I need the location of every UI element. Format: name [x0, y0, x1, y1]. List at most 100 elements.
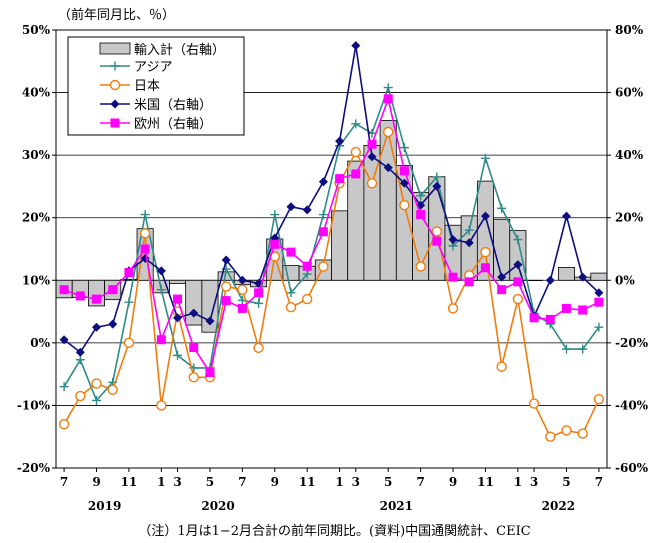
diamond-marker [448, 235, 458, 245]
diamond-marker [189, 308, 199, 318]
circle-marker [496, 361, 507, 372]
left-tick-label: 20% [22, 211, 51, 225]
circle-marker [431, 226, 443, 237]
legend-label: 日本 [134, 79, 160, 94]
legend-label: 輸入計（右軸） [134, 42, 225, 58]
circle-marker [91, 378, 102, 389]
right-tick-label: 60% [615, 86, 644, 100]
diamond-marker [545, 275, 555, 285]
left-tick-label: -20% [17, 461, 51, 475]
circle-marker [528, 398, 540, 409]
diamond-marker [561, 211, 571, 221]
diamond-marker [399, 178, 409, 188]
circle-marker [285, 301, 297, 313]
legend-label: 米国（右軸） [134, 98, 212, 113]
diamond-marker [221, 255, 231, 265]
plus-marker [416, 191, 426, 201]
circle-marker [545, 431, 556, 442]
diamond-marker [464, 238, 474, 248]
x-tick-label: 5 [384, 475, 392, 489]
square-marker [480, 263, 490, 273]
legend-label: 欧州（右軸） [134, 117, 212, 132]
series-square [59, 94, 604, 378]
left-tick-label: -10% [17, 398, 51, 412]
circle-marker [139, 228, 151, 239]
circle-marker [415, 261, 426, 272]
square-marker [124, 267, 134, 277]
diamond-marker [480, 211, 490, 221]
circle-marker [512, 293, 524, 305]
circle-marker [593, 393, 605, 405]
square-marker [318, 227, 328, 237]
square-marker [383, 94, 393, 104]
import-bar [379, 120, 397, 281]
plus-marker [92, 395, 102, 405]
x-tick-label: 9 [92, 475, 100, 489]
square-marker [205, 368, 215, 378]
x-tick-label: 9 [449, 475, 457, 489]
square-marker [237, 303, 247, 313]
circle-marker [577, 428, 588, 439]
circle-marker [253, 342, 264, 354]
plot-frame [55, 29, 608, 469]
square-marker [351, 169, 361, 179]
x-tick-label: 5 [206, 475, 214, 489]
unit-label: （前年同月比、％） [58, 8, 176, 23]
diamond-marker [59, 335, 69, 345]
right-tick-label: 80% [615, 23, 644, 37]
import-bar [557, 267, 575, 281]
diamond-marker [497, 272, 507, 282]
x-tick-label: 11 [477, 475, 494, 489]
plus-marker [513, 235, 523, 245]
circle-marker [318, 261, 329, 272]
square-marker [594, 297, 604, 307]
right-tick-label: -40% [615, 398, 649, 412]
circle-marker [399, 199, 410, 211]
import-bar [185, 279, 203, 326]
import-bar [331, 210, 349, 281]
square-marker [497, 285, 507, 295]
diamond-marker [205, 316, 215, 326]
plus-marker [464, 225, 474, 235]
circle-marker [107, 384, 118, 395]
diamond-marker [110, 99, 120, 109]
legend-label: アジア [134, 60, 172, 75]
right-axis-ticks: -60% -40% -20% 0% 20% 40% 60% 80% [607, 23, 649, 475]
square-marker [92, 294, 102, 304]
series-line [63, 95, 600, 375]
circle-marker [75, 390, 86, 402]
legend-swatch [99, 42, 131, 55]
diamond-marker [367, 152, 377, 162]
x-tick-label: 7 [60, 475, 68, 489]
diamond-marker [432, 181, 442, 191]
plus-marker [432, 172, 442, 182]
import-bar [169, 279, 187, 284]
left-tick-label: 50% [22, 23, 51, 37]
plus-marker [75, 355, 85, 365]
left-tick-label: 10% [22, 273, 51, 287]
diamond-marker [108, 319, 118, 329]
plus-marker [383, 83, 393, 93]
square-marker [254, 288, 264, 298]
x-tick-label: 11 [121, 475, 138, 489]
diamond-marker [513, 260, 523, 270]
diamond-marker [173, 313, 183, 323]
circle-marker [301, 293, 313, 305]
plus-marker [399, 143, 409, 153]
circle-marker [383, 126, 394, 138]
square-marker [464, 277, 474, 287]
plus-marker [480, 153, 490, 163]
circle-marker [156, 400, 167, 411]
circle-marker [366, 178, 378, 189]
diamond-marker [92, 322, 102, 332]
circle-marker [123, 337, 135, 349]
series-line [63, 45, 600, 354]
right-tick-label: -20% [615, 336, 649, 350]
plus-marker [497, 203, 507, 213]
plus-marker [561, 344, 571, 354]
square-marker [561, 303, 571, 313]
square-marker [286, 247, 296, 257]
series-diamond [59, 41, 604, 357]
